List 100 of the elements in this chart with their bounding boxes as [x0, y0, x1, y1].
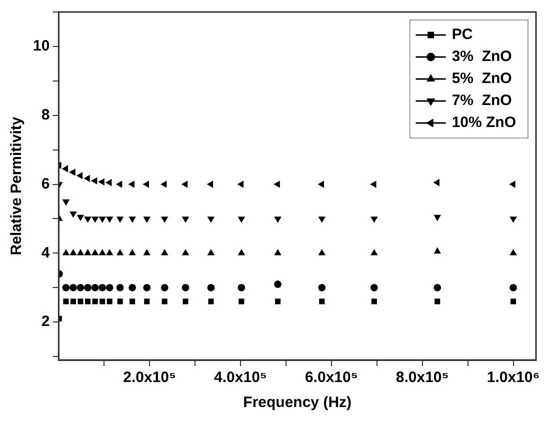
point — [62, 249, 70, 256]
point — [117, 298, 123, 304]
point — [160, 181, 167, 188]
x-axis-title: Frequency (Hz) — [243, 394, 352, 412]
point — [434, 248, 441, 254]
point — [70, 298, 76, 304]
point — [130, 298, 136, 304]
point — [144, 249, 150, 256]
point — [275, 298, 281, 304]
point — [84, 216, 92, 222]
y-tick-label: 6 — [41, 175, 50, 192]
point — [106, 284, 114, 292]
point — [238, 181, 244, 188]
point — [208, 216, 214, 222]
point — [77, 214, 84, 221]
point — [63, 298, 69, 304]
point — [91, 284, 99, 292]
point — [116, 216, 124, 222]
point — [238, 216, 245, 222]
point — [370, 284, 378, 292]
point — [116, 284, 124, 292]
point — [106, 298, 112, 304]
point — [319, 298, 325, 304]
legend-label: 7% ZnO — [452, 92, 512, 110]
legend-label: PC — [452, 26, 473, 44]
point — [70, 249, 77, 256]
point — [84, 175, 90, 182]
point — [106, 179, 112, 186]
y-tick-label: 10 — [32, 38, 50, 55]
point — [370, 181, 376, 188]
point — [92, 216, 98, 222]
point — [318, 249, 326, 256]
point — [70, 211, 77, 218]
point — [238, 284, 246, 292]
point — [92, 298, 98, 304]
point — [129, 249, 136, 256]
point — [128, 284, 136, 292]
point — [434, 284, 442, 292]
point — [84, 284, 92, 292]
legend-label: 5% ZnO — [452, 70, 512, 88]
point — [208, 298, 214, 304]
point — [62, 166, 68, 172]
point — [144, 298, 150, 304]
point — [182, 249, 189, 256]
point — [208, 249, 214, 256]
point — [143, 284, 151, 292]
point — [370, 249, 378, 256]
point — [143, 181, 149, 188]
point — [78, 298, 84, 304]
point — [162, 298, 168, 304]
point — [434, 214, 441, 221]
x-tick-label: 4.0x10⁵ — [214, 369, 267, 386]
point — [274, 181, 280, 188]
y-tick-label: 8 — [41, 106, 50, 124]
point — [161, 249, 168, 256]
point — [318, 284, 326, 292]
y-tick-label: 4 — [41, 244, 50, 262]
point — [70, 284, 77, 292]
point — [76, 284, 84, 292]
point — [62, 199, 70, 206]
point — [274, 216, 282, 222]
point — [370, 216, 378, 222]
point — [207, 284, 215, 292]
point — [116, 249, 124, 256]
point — [182, 284, 190, 292]
point — [99, 249, 106, 256]
point — [76, 172, 83, 179]
y-tick-label: 2 — [41, 313, 50, 330]
point — [318, 216, 326, 222]
point — [100, 298, 106, 304]
point — [182, 298, 188, 304]
point — [207, 181, 214, 188]
legend-label: 10% ZnO — [452, 114, 516, 132]
point — [434, 298, 440, 304]
point — [116, 181, 122, 188]
point — [434, 179, 440, 186]
point — [510, 216, 517, 222]
point — [510, 284, 517, 292]
point — [182, 216, 189, 222]
point — [106, 249, 113, 256]
point — [238, 249, 245, 256]
point — [92, 249, 98, 256]
point — [128, 181, 134, 188]
point — [98, 284, 106, 292]
x-tick-label: 8.0x10⁵ — [396, 369, 449, 386]
point — [106, 216, 113, 222]
point — [77, 249, 84, 256]
point — [510, 298, 516, 304]
point — [318, 181, 324, 188]
point — [129, 216, 136, 222]
point — [371, 298, 377, 304]
point — [99, 216, 106, 222]
point — [91, 178, 98, 184]
point — [85, 298, 91, 304]
point — [238, 298, 244, 304]
x-tick-label: 2.0x10⁵ — [123, 369, 176, 386]
x-tick-label: 1.0x10⁶ — [486, 369, 540, 386]
x-tick-label: 6.0x10⁵ — [304, 369, 358, 386]
y-axis-title: Relative Permitivity — [8, 116, 26, 256]
point — [144, 216, 150, 222]
